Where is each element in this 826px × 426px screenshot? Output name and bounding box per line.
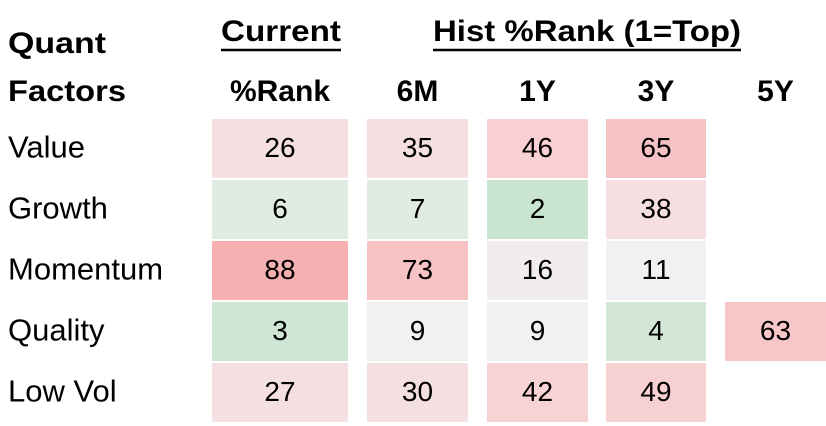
column-header: %Rank — [230, 75, 330, 108]
cell-value: 42 — [522, 376, 553, 407]
cell-value: 11 — [641, 254, 670, 285]
cell — [606, 363, 706, 422]
cell — [487, 241, 588, 300]
cell — [487, 180, 588, 239]
cell — [606, 119, 706, 178]
cell — [367, 241, 468, 300]
cell-value: 38 — [640, 193, 671, 224]
column-header: 1Y — [519, 75, 556, 108]
cell-value: 30 — [402, 376, 433, 407]
cell — [606, 241, 706, 300]
cell — [367, 119, 468, 178]
cell — [212, 241, 348, 300]
header-current: Current — [221, 15, 341, 48]
cell-value: 46 — [522, 132, 553, 163]
cell-value: 65 — [640, 132, 671, 163]
cell-value: 88 — [264, 254, 295, 285]
cell — [487, 119, 588, 178]
cell-value: 9 — [530, 315, 546, 346]
cell — [367, 302, 468, 361]
row-label: Momentum — [8, 252, 163, 287]
cell-value: 3 — [272, 315, 288, 346]
cell — [606, 180, 706, 239]
header-quant: Quant — [8, 27, 106, 60]
cell-value: 73 — [402, 254, 433, 285]
cell-value: 63 — [760, 315, 791, 346]
row-label: Quality — [8, 313, 105, 348]
column-header: 6M — [397, 75, 439, 108]
row-label: Low Vol — [8, 374, 117, 409]
cell — [487, 302, 588, 361]
cell — [606, 302, 706, 361]
row-label: Value — [8, 130, 85, 165]
row-label: Growth — [8, 191, 108, 226]
header-hist: Hist %Rank (1=Top) — [433, 15, 741, 48]
cell-value: 2 — [530, 193, 546, 224]
cell-value: 27 — [264, 376, 295, 407]
cell — [212, 180, 348, 239]
cell — [725, 302, 826, 361]
cell-value: 4 — [648, 315, 664, 346]
cell — [212, 363, 348, 422]
cell — [487, 363, 588, 422]
cell — [212, 119, 348, 178]
column-header: 5Y — [757, 75, 794, 108]
cell-value: 35 — [402, 132, 433, 163]
cell-value: 26 — [264, 132, 295, 163]
header-factors: Factors — [8, 75, 126, 108]
cell — [367, 363, 468, 422]
cell — [212, 302, 348, 361]
column-header: 3Y — [638, 75, 675, 108]
cell-value: 7 — [410, 193, 426, 224]
cell — [367, 180, 468, 239]
cell-value: 16 — [522, 254, 553, 285]
cell-value: 6 — [272, 193, 288, 224]
cell-value: 9 — [410, 315, 426, 346]
cell-value: 49 — [640, 376, 671, 407]
